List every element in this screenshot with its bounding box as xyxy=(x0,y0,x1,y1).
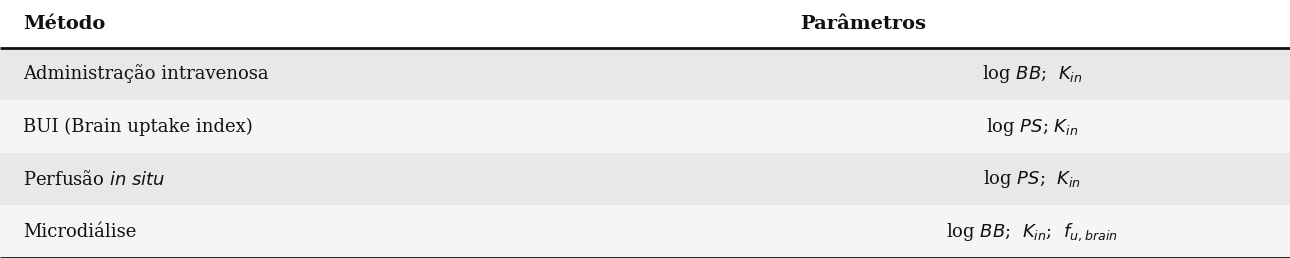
Text: BUI (Brain uptake index): BUI (Brain uptake index) xyxy=(23,117,253,136)
Bar xyxy=(0,48,1290,100)
Bar xyxy=(0,0,1290,48)
Text: Perfusão $\mathit{in\ situ}$: Perfusão $\mathit{in\ situ}$ xyxy=(23,170,165,189)
Text: log $\mathit{BB}$;  $K_{in}$;  $f_{u,brain}$: log $\mathit{BB}$; $K_{in}$; $f_{u,brain… xyxy=(946,221,1118,243)
Text: Administração intravenosa: Administração intravenosa xyxy=(23,64,268,84)
Text: Microdiálise: Microdiálise xyxy=(23,223,137,241)
Bar xyxy=(0,100,1290,153)
Text: Parâmetros: Parâmetros xyxy=(800,15,926,33)
Bar xyxy=(0,153,1290,205)
Text: log $\mathit{BB}$;  $K_{in}$: log $\mathit{BB}$; $K_{in}$ xyxy=(982,63,1082,85)
Text: Método: Método xyxy=(23,15,106,33)
Text: log $\mathit{PS}$; $K_{in}$: log $\mathit{PS}$; $K_{in}$ xyxy=(986,116,1078,138)
Text: log $\mathit{PS}$;  $K_{in}$: log $\mathit{PS}$; $K_{in}$ xyxy=(983,168,1081,190)
Bar xyxy=(0,205,1290,258)
